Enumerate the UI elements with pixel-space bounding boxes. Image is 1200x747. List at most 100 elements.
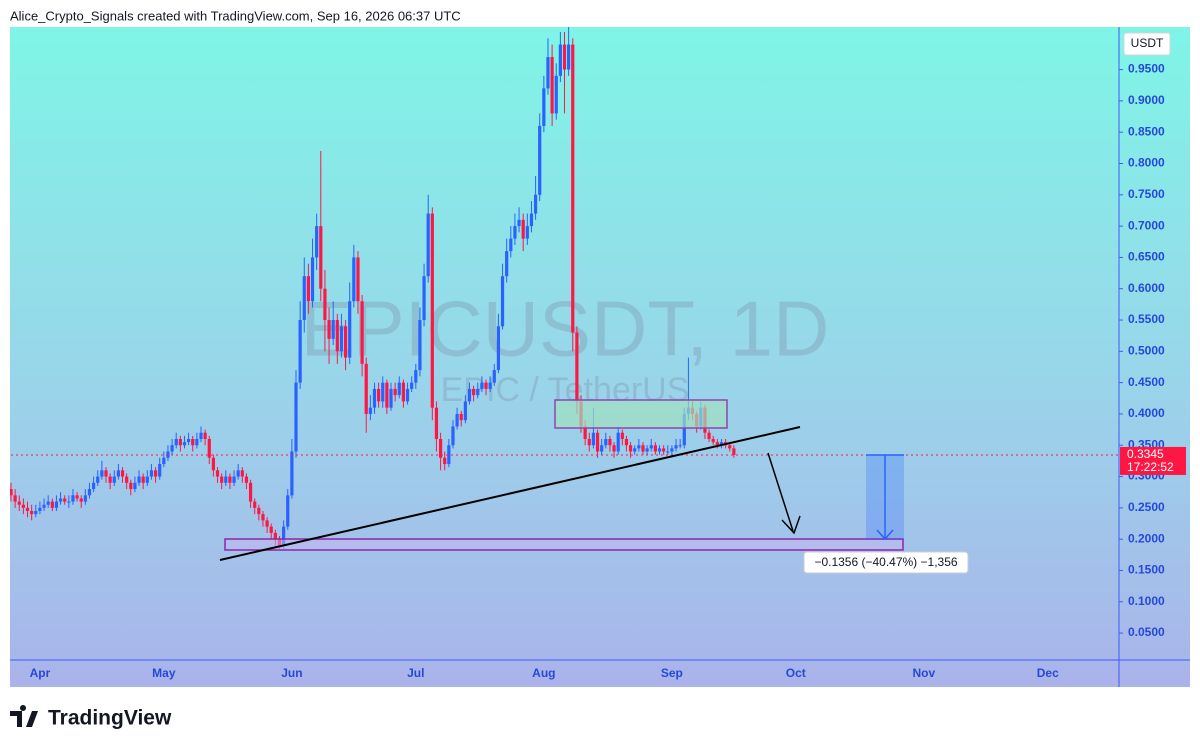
candle-body bbox=[207, 438, 211, 458]
x-tick-label: Apr bbox=[30, 666, 51, 680]
candle-body bbox=[178, 438, 182, 446]
y-tick-label: 0.7000 bbox=[1128, 218, 1165, 232]
y-tick-label: 0.5000 bbox=[1128, 343, 1165, 357]
x-tick-label: Sep bbox=[661, 666, 683, 680]
candle-body bbox=[455, 413, 459, 427]
y-tick-label: 0.4500 bbox=[1128, 375, 1165, 389]
candle-body bbox=[319, 226, 323, 289]
y-tick-label: 0.2500 bbox=[1128, 500, 1165, 514]
candle-body bbox=[467, 388, 472, 402]
candle-body bbox=[50, 501, 54, 508]
candle-body bbox=[377, 388, 381, 402]
y-tick-label: 0.5500 bbox=[1128, 312, 1165, 326]
candle-body bbox=[220, 476, 224, 483]
x-tick-label: Nov bbox=[913, 666, 936, 680]
candle-body bbox=[426, 213, 430, 277]
candle-body bbox=[141, 476, 145, 483]
x-tick-label: Dec bbox=[1037, 666, 1059, 680]
candle-body bbox=[393, 388, 397, 396]
candle-body bbox=[343, 326, 348, 358]
candle-body bbox=[368, 407, 372, 414]
candle-body bbox=[732, 448, 736, 455]
x-tick-label: Jun bbox=[281, 666, 302, 680]
candle-body bbox=[707, 432, 711, 439]
credit: Alice_Crypto_Signals created with Tradin… bbox=[10, 8, 461, 23]
x-tick-label: Oct bbox=[786, 666, 806, 680]
candle-body bbox=[269, 526, 273, 533]
arrow bbox=[767, 452, 794, 532]
candle-body bbox=[92, 482, 96, 490]
logo-text: TradingView bbox=[48, 707, 172, 730]
candle-body bbox=[108, 476, 112, 483]
y-tick-label: 0.0500 bbox=[1128, 625, 1165, 639]
logo-mark bbox=[10, 705, 38, 727]
candle-body bbox=[265, 520, 269, 527]
candle-body bbox=[83, 495, 87, 502]
candle-body bbox=[162, 457, 166, 465]
candle-body bbox=[306, 276, 311, 302]
candle-body bbox=[612, 445, 616, 452]
chart-background bbox=[10, 27, 1190, 687]
candle-body bbox=[434, 407, 439, 439]
candle-body bbox=[125, 476, 129, 483]
resistance-box bbox=[554, 399, 728, 429]
candle-body bbox=[422, 276, 426, 321]
candle-body bbox=[682, 413, 686, 446]
candle-body bbox=[480, 382, 484, 389]
candle-body bbox=[657, 448, 662, 452]
candle-body bbox=[583, 426, 587, 439]
candle-body bbox=[674, 445, 678, 449]
candle-body bbox=[116, 470, 120, 477]
candle-body bbox=[484, 382, 488, 389]
candle-body bbox=[356, 257, 360, 302]
candle-body bbox=[323, 288, 327, 321]
candle-body bbox=[525, 226, 529, 239]
candle-body bbox=[232, 476, 236, 483]
candle-body bbox=[653, 445, 657, 452]
candle-body bbox=[10, 489, 13, 496]
y-tick-label: 0.8500 bbox=[1128, 124, 1165, 138]
candle-body bbox=[571, 44, 575, 333]
candle-body bbox=[533, 194, 538, 214]
candle-body bbox=[505, 251, 509, 277]
candle-body bbox=[79, 498, 83, 502]
candle-body bbox=[298, 320, 302, 383]
candle-body bbox=[360, 301, 364, 364]
watermark: EPICUSDT, 1D bbox=[301, 285, 830, 373]
candle-body bbox=[711, 438, 715, 443]
candle-body bbox=[600, 445, 604, 452]
candle-body bbox=[628, 445, 633, 452]
y-tick-label: 0.9500 bbox=[1128, 62, 1165, 76]
candle-body bbox=[476, 388, 480, 396]
candle-body bbox=[438, 438, 443, 458]
y-tick-label: 0.8000 bbox=[1128, 156, 1165, 170]
candle-body bbox=[562, 44, 567, 70]
candle-body bbox=[513, 226, 517, 239]
candle-body bbox=[203, 432, 207, 439]
candle-body bbox=[158, 464, 162, 477]
candle-body bbox=[517, 219, 521, 227]
candle-body bbox=[145, 476, 149, 483]
candle-body bbox=[21, 504, 25, 508]
candle-body bbox=[587, 438, 591, 446]
plot-area bbox=[10, 27, 1118, 549]
candle-body bbox=[302, 276, 306, 321]
candle-body bbox=[670, 448, 674, 452]
last-price-label: 0.3345 bbox=[1127, 447, 1164, 461]
candle-body bbox=[637, 445, 641, 449]
candle-body bbox=[71, 495, 75, 502]
candle-body bbox=[595, 432, 600, 452]
candle-body bbox=[335, 320, 339, 352]
y-tick-label: 0.7500 bbox=[1128, 187, 1165, 201]
candle-body bbox=[414, 370, 418, 383]
measure-label-box bbox=[803, 551, 969, 574]
candle-body bbox=[96, 476, 100, 483]
y-tick-label: 0.1000 bbox=[1128, 594, 1165, 608]
candle-body bbox=[591, 432, 596, 446]
candle-body bbox=[38, 507, 42, 511]
candle-body bbox=[261, 514, 265, 521]
candle-body bbox=[294, 382, 298, 452]
candle-body bbox=[75, 495, 79, 499]
candle-body bbox=[236, 470, 240, 477]
candle-body bbox=[182, 442, 187, 446]
